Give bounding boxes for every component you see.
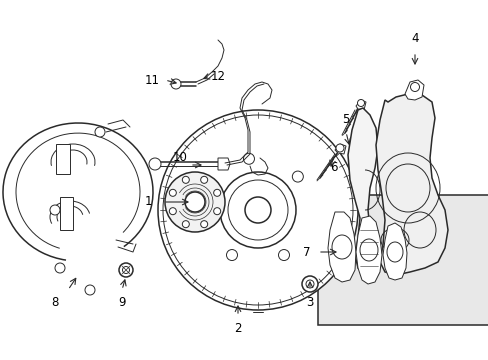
Circle shape [50, 205, 60, 215]
Text: 8: 8 [51, 296, 59, 309]
Text: 11: 11 [144, 73, 159, 86]
Circle shape [184, 192, 204, 212]
Text: 2: 2 [234, 321, 241, 334]
Text: 3: 3 [305, 296, 313, 309]
Circle shape [200, 221, 207, 228]
Circle shape [213, 189, 220, 196]
Circle shape [305, 280, 313, 288]
Text: 10: 10 [172, 152, 187, 165]
Polygon shape [56, 144, 70, 174]
Text: 7: 7 [303, 246, 310, 258]
Circle shape [182, 176, 189, 183]
Polygon shape [375, 94, 447, 275]
Circle shape [244, 197, 270, 223]
Circle shape [55, 263, 65, 273]
Text: 12: 12 [210, 69, 225, 82]
Polygon shape [347, 108, 377, 275]
Circle shape [95, 127, 105, 137]
Circle shape [292, 171, 303, 182]
Circle shape [158, 110, 357, 310]
Circle shape [171, 79, 181, 89]
Circle shape [119, 263, 133, 277]
Polygon shape [355, 100, 365, 110]
Polygon shape [404, 80, 423, 100]
Text: 1: 1 [144, 195, 151, 208]
Text: 5: 5 [342, 113, 349, 126]
Circle shape [335, 144, 343, 152]
Circle shape [278, 249, 289, 261]
Circle shape [149, 158, 161, 170]
Circle shape [226, 249, 237, 261]
Circle shape [357, 99, 364, 107]
Circle shape [302, 276, 317, 292]
Polygon shape [60, 197, 73, 230]
Circle shape [169, 189, 176, 196]
Circle shape [220, 172, 295, 248]
Circle shape [409, 82, 419, 91]
Polygon shape [218, 158, 229, 170]
Circle shape [203, 187, 214, 198]
Circle shape [213, 208, 220, 215]
Circle shape [85, 285, 95, 295]
Circle shape [200, 176, 207, 183]
Circle shape [243, 153, 254, 164]
Polygon shape [327, 212, 355, 282]
Polygon shape [355, 216, 381, 284]
Polygon shape [334, 144, 346, 154]
Circle shape [169, 208, 176, 215]
Text: 9: 9 [118, 296, 125, 309]
Text: 6: 6 [329, 162, 337, 175]
Circle shape [164, 172, 224, 232]
Bar [317, 195, 488, 325]
Circle shape [122, 266, 129, 274]
Polygon shape [382, 223, 406, 280]
Circle shape [57, 147, 67, 157]
Text: 4: 4 [410, 31, 418, 45]
Circle shape [182, 221, 189, 228]
